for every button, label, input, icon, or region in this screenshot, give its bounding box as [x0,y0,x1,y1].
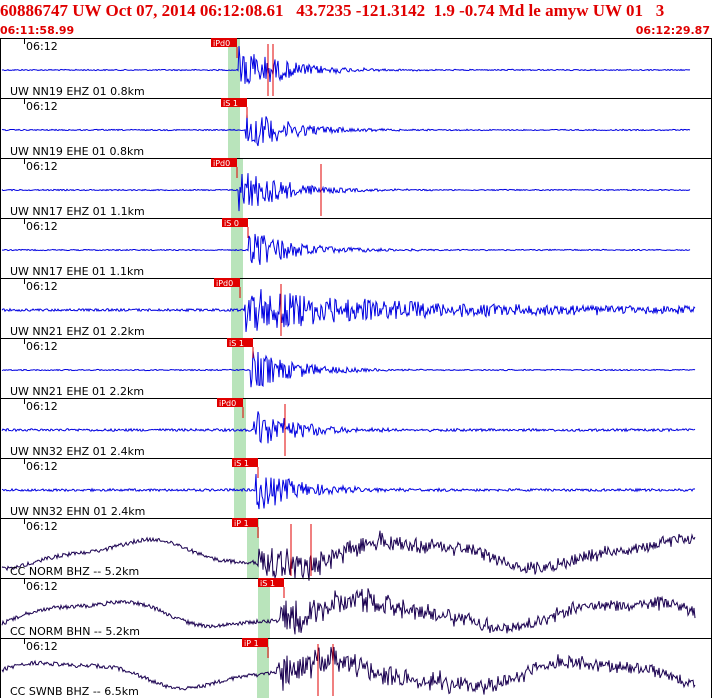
station-label: UW NN32 EHN 01 2.4km [10,505,145,518]
station-label: CC NORM BHN -- 5.2km [10,625,140,638]
pick-window [257,639,269,698]
pick-label: iS 1 [223,99,238,108]
time-tick-label: 06:12 [26,340,58,353]
station-label: UW NN19 EHZ 01 0.8km [10,85,145,98]
pick-label-box [211,38,237,47]
station-label: CC SWNB BHZ -- 6.5km [10,685,139,698]
pick-window [231,159,243,218]
trace-panel: 06:12 iS 1 UW NN21 EHE 01 2.2km [0,338,712,399]
pick-label-box [214,278,240,287]
pick-label-box [221,98,247,107]
window-end-time: 06:12:29.87 [635,24,710,37]
station-label: UW NN21 EHZ 01 2.2km [10,325,145,338]
station-label: UW NN32 EHZ 01 2.4km [10,445,145,458]
trace-panel: 06:12 iP 1 CC NORM BHZ -- 5.2km [0,518,712,581]
pick-window [231,219,243,278]
pick-label: iP 1 [234,519,249,528]
time-tick-label: 06:12 [26,460,58,473]
waveform [1,588,696,635]
pick-label-box [232,518,258,527]
time-tick-label: 06:12 [26,220,58,233]
seismogram-traces: 06:12 iPd0 UW NN19 EHZ 01 0.8km 06:12 iS 1 UW… [0,38,712,698]
waveform [1,530,696,581]
pick-label: iPd0 [213,159,230,168]
window-start-time: 06:11:58.99 [0,24,75,37]
pick-window [232,339,244,398]
pick-label: iS 1 [260,579,275,588]
trace-panel: 06:12 iPd0 UW NN17 EHZ 01 1.1km [0,158,712,219]
time-tick-label: 06:12 [26,640,58,653]
pick-label: iPd0 [216,279,233,288]
station-label: UW NN19 EHE 01 0.8km [10,145,144,158]
pick-label-box [217,398,243,407]
waveform [1,289,696,332]
time-tick-label: 06:12 [26,520,58,533]
pick-label-box [242,638,268,647]
waveform [1,113,691,147]
pick-label-box [258,578,284,587]
waveform [1,46,691,85]
waveform [1,173,691,212]
event-header: 60886747 UW Oct 07, 2014 06:12:08.61 43.… [0,0,712,38]
waveform [1,350,696,388]
waveform [1,411,696,444]
time-tick-label: 06:12 [26,100,58,113]
time-tick-label: 06:12 [26,40,58,53]
time-tick-label: 06:12 [26,160,58,173]
station-label: UW NN17 EHE 01 1.1km [10,265,144,278]
pick-label-box [227,338,253,347]
event-title: 60886747 UW Oct 07, 2014 06:12:08.61 43.… [0,1,665,20]
trace-panel: 06:12 iP 1 CC SWNB BHZ -- 6.5km [0,638,712,698]
trace-panel: 06:12 iS 1 CC NORM BHN -- 5.2km [0,578,712,639]
pick-label: iS 1 [234,459,249,468]
pick-window [228,99,240,158]
trace-panel: 06:12 iS 1 UW NN19 EHE 01 0.8km [0,98,712,159]
station-label: UW NN21 EHE 01 2.2km [10,385,144,398]
waveform [1,473,696,510]
pick-label-box [222,218,248,227]
time-tick-label: 06:12 [26,280,58,293]
station-label: UW NN17 EHZ 01 1.1km [10,205,145,218]
waveform [1,646,696,695]
time-tick-label: 06:12 [26,580,58,593]
trace-panel: 06:12 iS 0 UW NN17 EHE 01 1.1km [0,218,712,279]
trace-panel: 06:12 iPd0 UW NN32 EHZ 01 2.4km [0,398,712,459]
pick-label: iS 0 [224,219,239,228]
pick-label-box [211,158,237,167]
pick-label: iPd0 [213,39,230,48]
trace-panel: 06:12 iPd0 UW NN19 EHZ 01 0.8km [0,38,712,99]
pick-window [234,459,246,518]
pick-label: iS 1 [229,339,244,348]
pick-label-box [232,458,258,467]
time-tick-label: 06:12 [26,400,58,413]
waveform [2,233,691,265]
pick-label: iPd0 [219,399,236,408]
station-label: CC NORM BHZ -- 5.2km [10,565,139,578]
trace-panel: 06:12 iS 1 UW NN32 EHN 01 2.4km [0,458,712,519]
trace-panel: 06:12 iPd0 UW NN21 EHZ 01 2.2km [0,278,712,339]
pick-label: iP 1 [244,639,259,648]
pick-window [247,519,259,578]
